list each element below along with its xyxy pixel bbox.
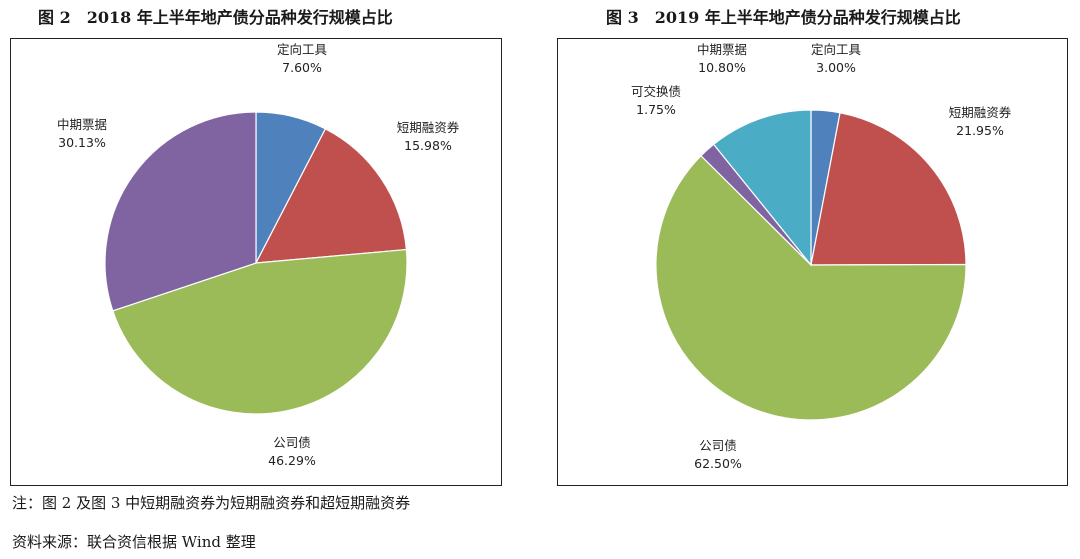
slice-percent-3: 1.75% xyxy=(636,102,676,117)
chart1-frame: 定向工具 7.60% 短期融资券 15.98% 公司债 46.29% 中期票据 30.13% xyxy=(10,38,502,486)
slice-label-3: 可交换债 1.75% xyxy=(631,84,681,117)
pie-slice-4 xyxy=(712,109,812,267)
slice-category-3: 中期票据 xyxy=(57,117,107,132)
pie-chart-2018: 定向工具 7.60% 短期融资券 15.98% 公司债 46.29% 中期票据 30.13% xyxy=(57,42,460,468)
pie-slice-2 xyxy=(112,248,408,415)
slice-category-1: 短期融资券 xyxy=(397,120,460,135)
pie-slice-1 xyxy=(254,128,408,264)
chart2-title: 图 3 2019 年上半年地产债分品种发行规模占比 xyxy=(606,8,961,27)
chart2-frame: 定向工具 3.00% 短期融资券 21.95% 公司债 62.50% 可交换债 1.75% 中期… xyxy=(557,38,1068,486)
pie-slice-1 xyxy=(810,112,967,266)
slice-label-2: 公司债 62.50% xyxy=(694,438,742,471)
slice-percent-0: 7.60% xyxy=(282,60,322,75)
slice-label-1: 短期融资券 15.98% xyxy=(397,120,460,153)
slice-category-3: 可交换债 xyxy=(631,84,681,99)
slice-percent-0: 3.00% xyxy=(816,60,856,75)
data-source-note: 资料来源：联合资信根据 Wind 整理 xyxy=(12,533,256,551)
slice-label-0: 定向工具 3.00% xyxy=(811,42,862,75)
slice-category-4: 中期票据 xyxy=(697,42,747,57)
slice-label-0: 定向工具 7.60% xyxy=(277,42,328,75)
slice-category-0: 定向工具 xyxy=(811,42,862,57)
slice-label-3: 中期票据 30.13% xyxy=(57,117,107,150)
pie-slice-2 xyxy=(655,154,967,421)
slice-label-4: 中期票据 10.80% xyxy=(697,42,747,75)
chart-note: 注：图 2 及图 3 中短期融资券为短期融资券和超短期融资券 xyxy=(12,494,411,512)
pie-slice-3 xyxy=(104,111,257,312)
slice-category-2: 公司债 xyxy=(273,435,311,450)
chart1-title: 图 2 2018 年上半年地产债分品种发行规模占比 xyxy=(38,8,393,27)
slice-percent-2: 62.50% xyxy=(694,456,742,471)
slice-percent-1: 15.98% xyxy=(404,138,452,153)
slice-percent-4: 10.80% xyxy=(698,60,746,75)
slice-label-1: 短期融资券 21.95% xyxy=(949,105,1012,138)
pie-chart-2019: 定向工具 3.00% 短期融资券 21.95% 公司债 62.50% 可交换债 1.75% 中期… xyxy=(631,42,1012,471)
slice-category-1: 短期融资券 xyxy=(949,105,1012,120)
slice-label-2: 公司债 46.29% xyxy=(268,435,316,468)
slice-category-2: 公司债 xyxy=(699,438,737,453)
slice-percent-3: 30.13% xyxy=(58,135,106,150)
slice-category-0: 定向工具 xyxy=(277,42,328,57)
slice-percent-2: 46.29% xyxy=(268,453,316,468)
slice-percent-1: 21.95% xyxy=(956,123,1004,138)
